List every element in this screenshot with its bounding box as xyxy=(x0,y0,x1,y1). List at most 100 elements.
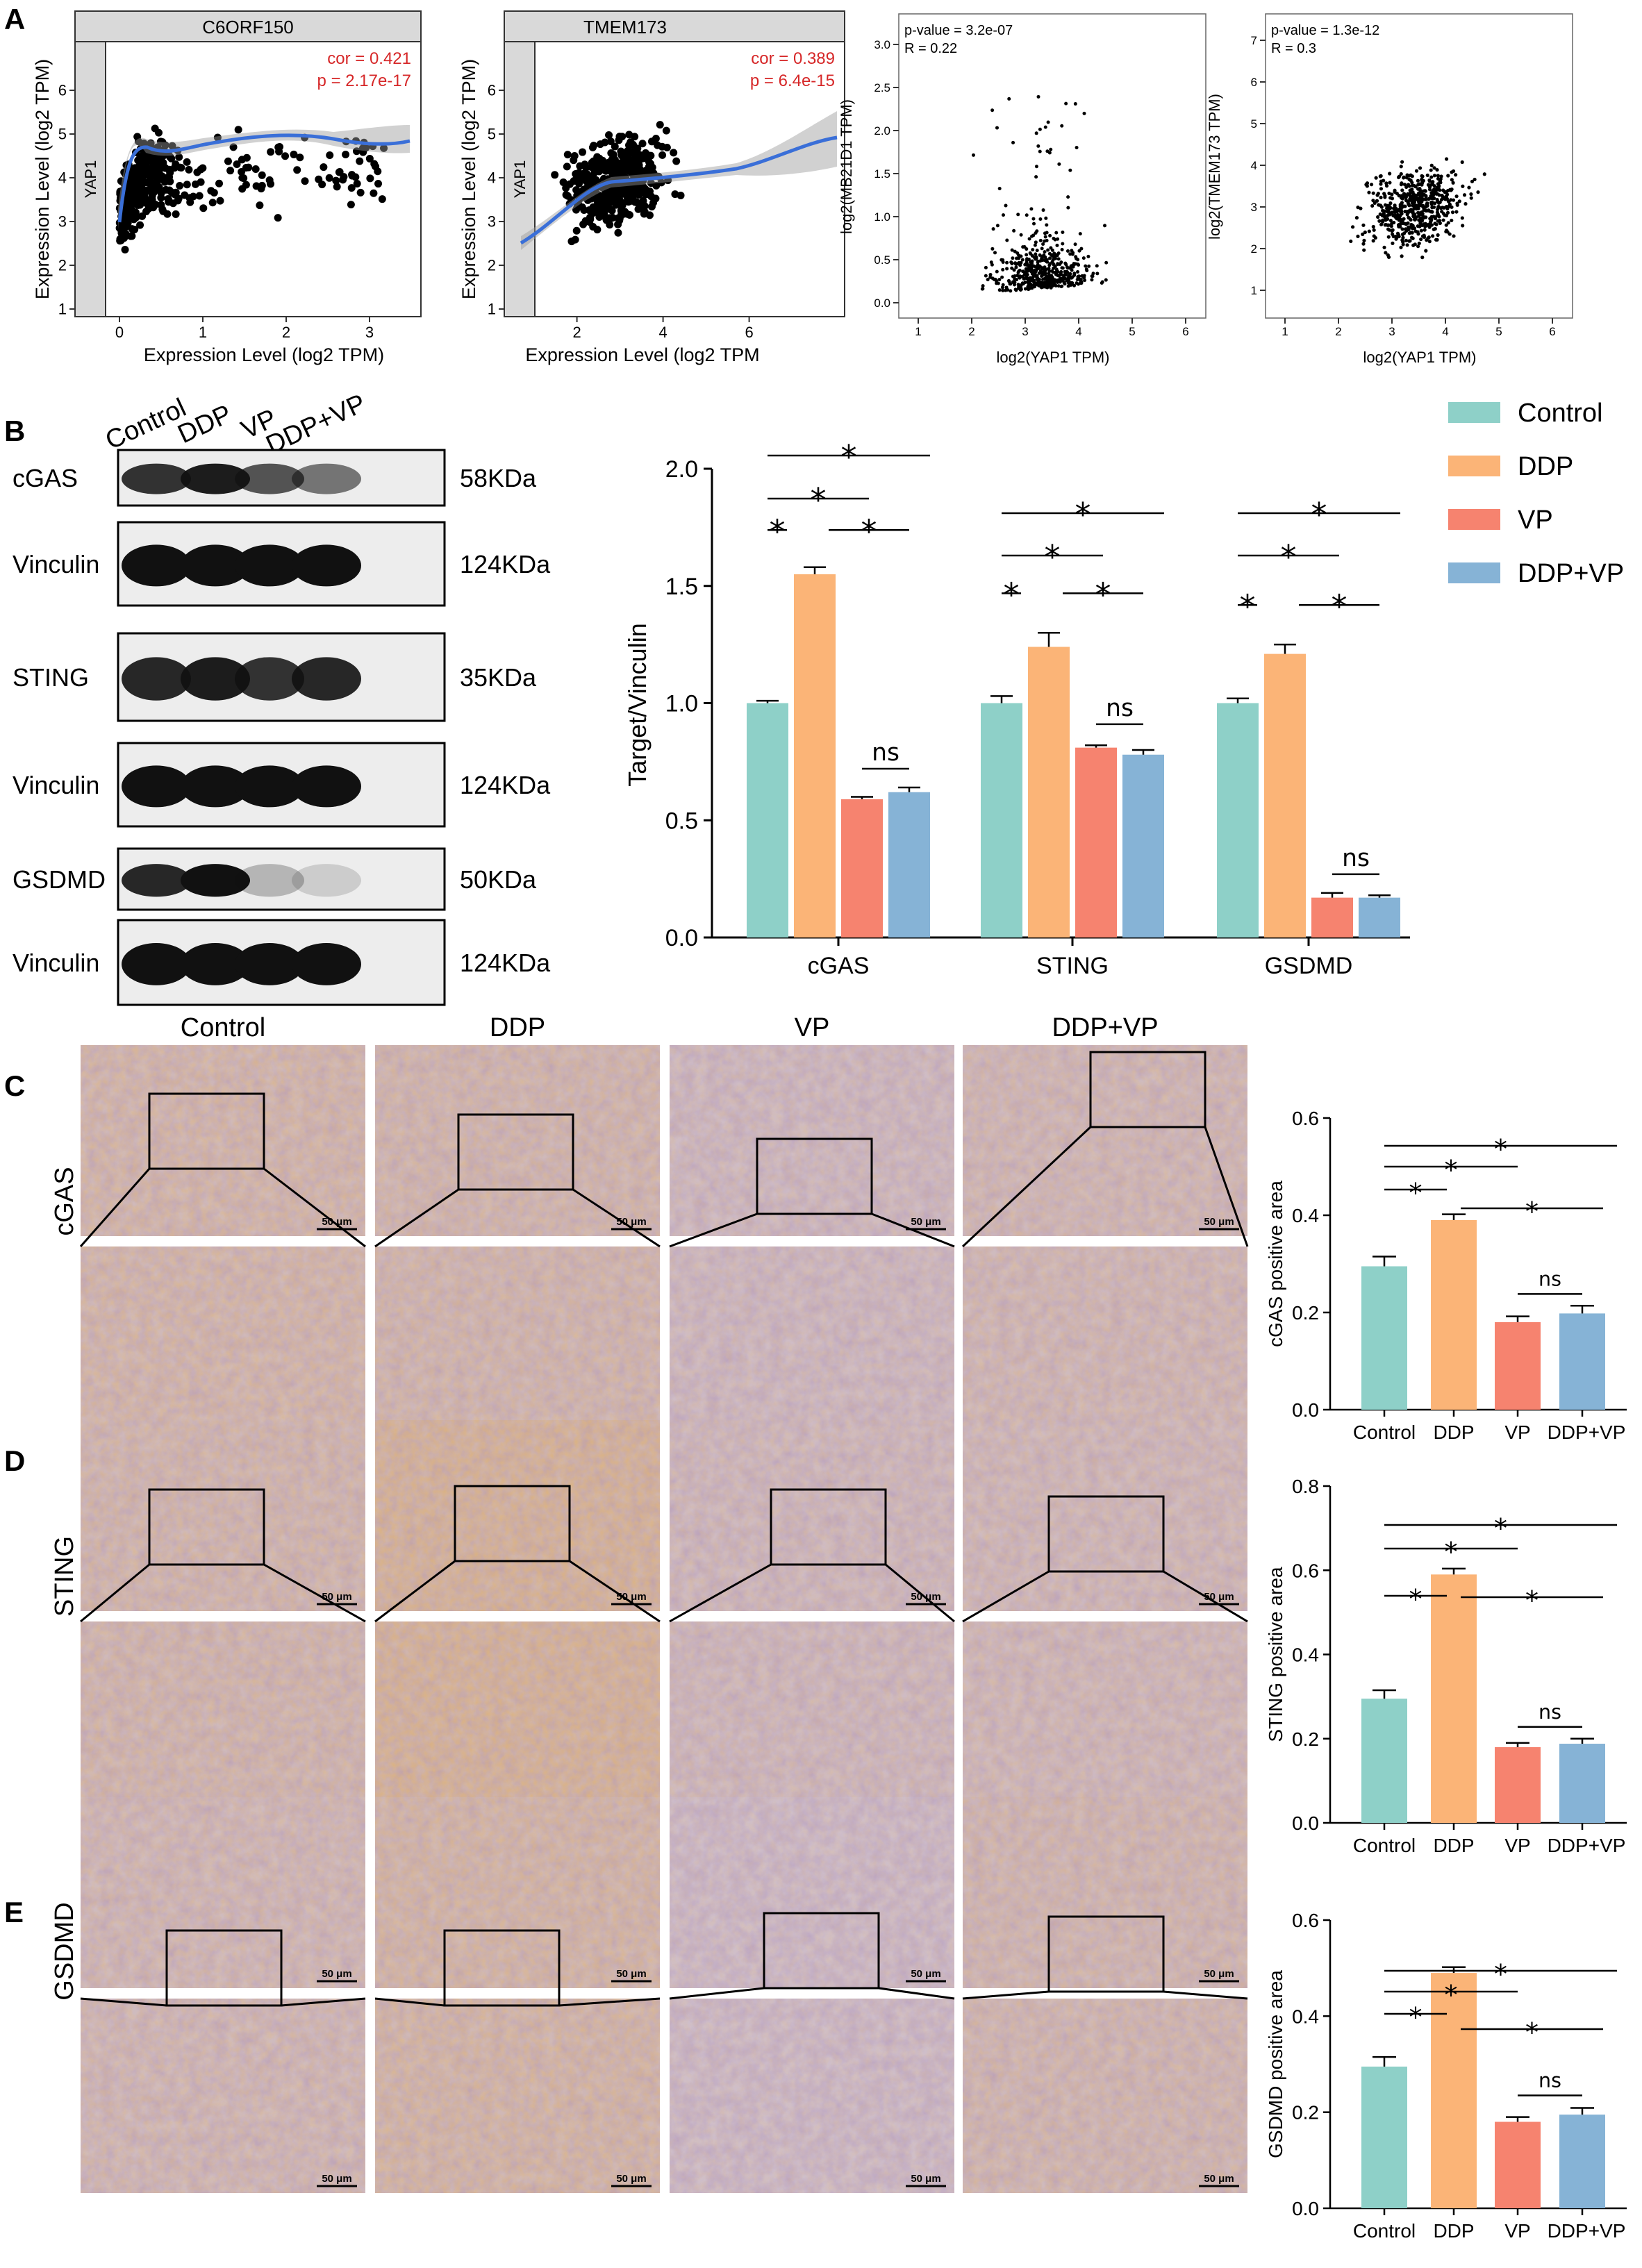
bar-vp xyxy=(1495,1746,1541,1823)
scatter-point xyxy=(1429,219,1433,224)
scatter-point xyxy=(1065,249,1070,253)
x-ticks: 0 1 2 3 xyxy=(115,317,374,341)
scatter-point xyxy=(1435,237,1439,242)
legend-swatch xyxy=(1448,456,1500,476)
scale-bar-label: 50 μm xyxy=(1204,1968,1234,1980)
scatter-point xyxy=(1457,199,1461,203)
scatter-point xyxy=(604,162,612,171)
scatter-point xyxy=(1025,213,1029,217)
scatter-point xyxy=(559,178,567,186)
scatter-point xyxy=(374,167,382,176)
scatter-point xyxy=(591,176,599,184)
ihc-texture-dab xyxy=(375,1045,660,1236)
scatter-point xyxy=(1036,144,1040,148)
scatter-point xyxy=(581,176,590,185)
bar-ddp-vp xyxy=(1559,1744,1605,1823)
scatter-point xyxy=(1061,266,1065,270)
scatter-point xyxy=(1404,228,1409,233)
scatter-point xyxy=(359,145,367,153)
scatter-point xyxy=(605,214,613,222)
scatter-point xyxy=(1034,256,1038,260)
scatter-point xyxy=(1009,282,1013,286)
scatter-point xyxy=(356,157,364,165)
scatter-point xyxy=(1068,272,1072,276)
scatter-point xyxy=(1043,235,1047,239)
scatter-point xyxy=(185,165,193,174)
scatter-point xyxy=(1050,260,1054,264)
scatter-point xyxy=(1034,240,1038,244)
scatter-point xyxy=(208,199,217,207)
scatter-point xyxy=(1445,210,1450,215)
scatter-point xyxy=(199,164,207,172)
scatter-point xyxy=(1420,192,1424,196)
y-tick-label: 0.8 xyxy=(1292,1476,1319,1497)
scatter-point xyxy=(1054,267,1059,272)
scatter-point xyxy=(197,178,205,186)
scatter-point xyxy=(133,133,142,141)
scatter-point xyxy=(1040,254,1044,258)
y-tick-label: 0.0 xyxy=(1292,2198,1319,2219)
y-tick-label: 0.0 xyxy=(1292,1399,1319,1421)
ihc-dab-tint xyxy=(963,1999,1247,2193)
bar-ddp-sting xyxy=(1028,647,1070,937)
scatter-point xyxy=(1390,210,1394,215)
x-tick-label: 2 xyxy=(282,324,290,341)
scatter-point xyxy=(1427,197,1431,201)
scatter-point xyxy=(981,284,985,288)
scatter-point xyxy=(1028,251,1032,256)
fit-curve xyxy=(520,135,838,245)
scatter-point xyxy=(1408,239,1412,243)
bar-ddp xyxy=(1431,1973,1477,2208)
ihc-row-label: STING xyxy=(50,1536,79,1617)
scatter-point xyxy=(642,187,650,195)
scatter-point xyxy=(1454,173,1458,177)
confidence-band xyxy=(521,111,837,250)
scatter-point xyxy=(1400,238,1404,242)
scatter-point xyxy=(605,131,613,140)
ihc-texture-dab xyxy=(963,1797,1247,1988)
scatter-point xyxy=(1462,193,1467,197)
scatter-point xyxy=(1386,213,1390,217)
scatter-point xyxy=(1095,264,1099,268)
scatter-point xyxy=(1446,174,1450,178)
scatter-point xyxy=(1047,267,1051,271)
x-tick-label: 5 xyxy=(1129,325,1135,338)
scatter-point xyxy=(281,152,290,160)
zoom-connector xyxy=(80,1563,150,1623)
scatter-point xyxy=(115,219,124,227)
scatter-point xyxy=(1047,256,1052,260)
scale-bar-label: 50 μm xyxy=(322,1968,351,1980)
bar-control-sting xyxy=(981,703,1022,937)
scatter-point xyxy=(1388,172,1392,176)
scatter-point xyxy=(1030,234,1034,238)
x-tick-label: DDP+VP xyxy=(1548,2220,1626,2242)
ihc-dab-tint xyxy=(375,1621,660,1816)
scatter-point xyxy=(1432,215,1436,219)
scatter-point xyxy=(640,208,649,216)
scatter-point xyxy=(340,173,348,181)
y-tick-label: 2.5 xyxy=(874,81,890,94)
x-tick-label: DDP xyxy=(1433,2220,1474,2242)
scatter-point xyxy=(365,154,374,162)
ihc-dab-tint xyxy=(81,1797,365,1988)
scatter-point xyxy=(1379,222,1384,226)
scatter-point xyxy=(1365,181,1370,185)
scatter-point xyxy=(207,187,215,195)
blot-band xyxy=(181,544,250,587)
x-tick-label: 6 xyxy=(1182,325,1188,338)
scatter-point xyxy=(1402,176,1406,180)
significance-marker: * xyxy=(770,512,786,550)
scatter-point xyxy=(1414,169,1419,173)
scatter-point xyxy=(1411,236,1415,240)
bar-vp-cgas xyxy=(841,799,883,937)
y-ticks: 0.0 0.5 1.0 1.5 2.0 2.5 3.0 xyxy=(874,38,899,310)
scatter-point xyxy=(1430,206,1434,210)
scatter-point xyxy=(1443,197,1448,201)
scatter-point xyxy=(325,174,333,182)
scatter-point xyxy=(1356,206,1360,210)
x-tick-label: 3 xyxy=(1388,325,1395,338)
scatter-point xyxy=(1416,199,1420,203)
scatter-point xyxy=(1399,245,1403,249)
ihc-dab-tint xyxy=(81,1420,365,1611)
